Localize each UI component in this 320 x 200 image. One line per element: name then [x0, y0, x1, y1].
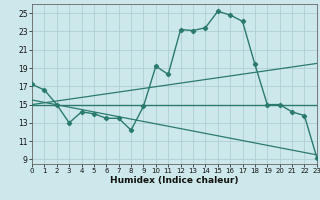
X-axis label: Humidex (Indice chaleur): Humidex (Indice chaleur): [110, 176, 239, 185]
